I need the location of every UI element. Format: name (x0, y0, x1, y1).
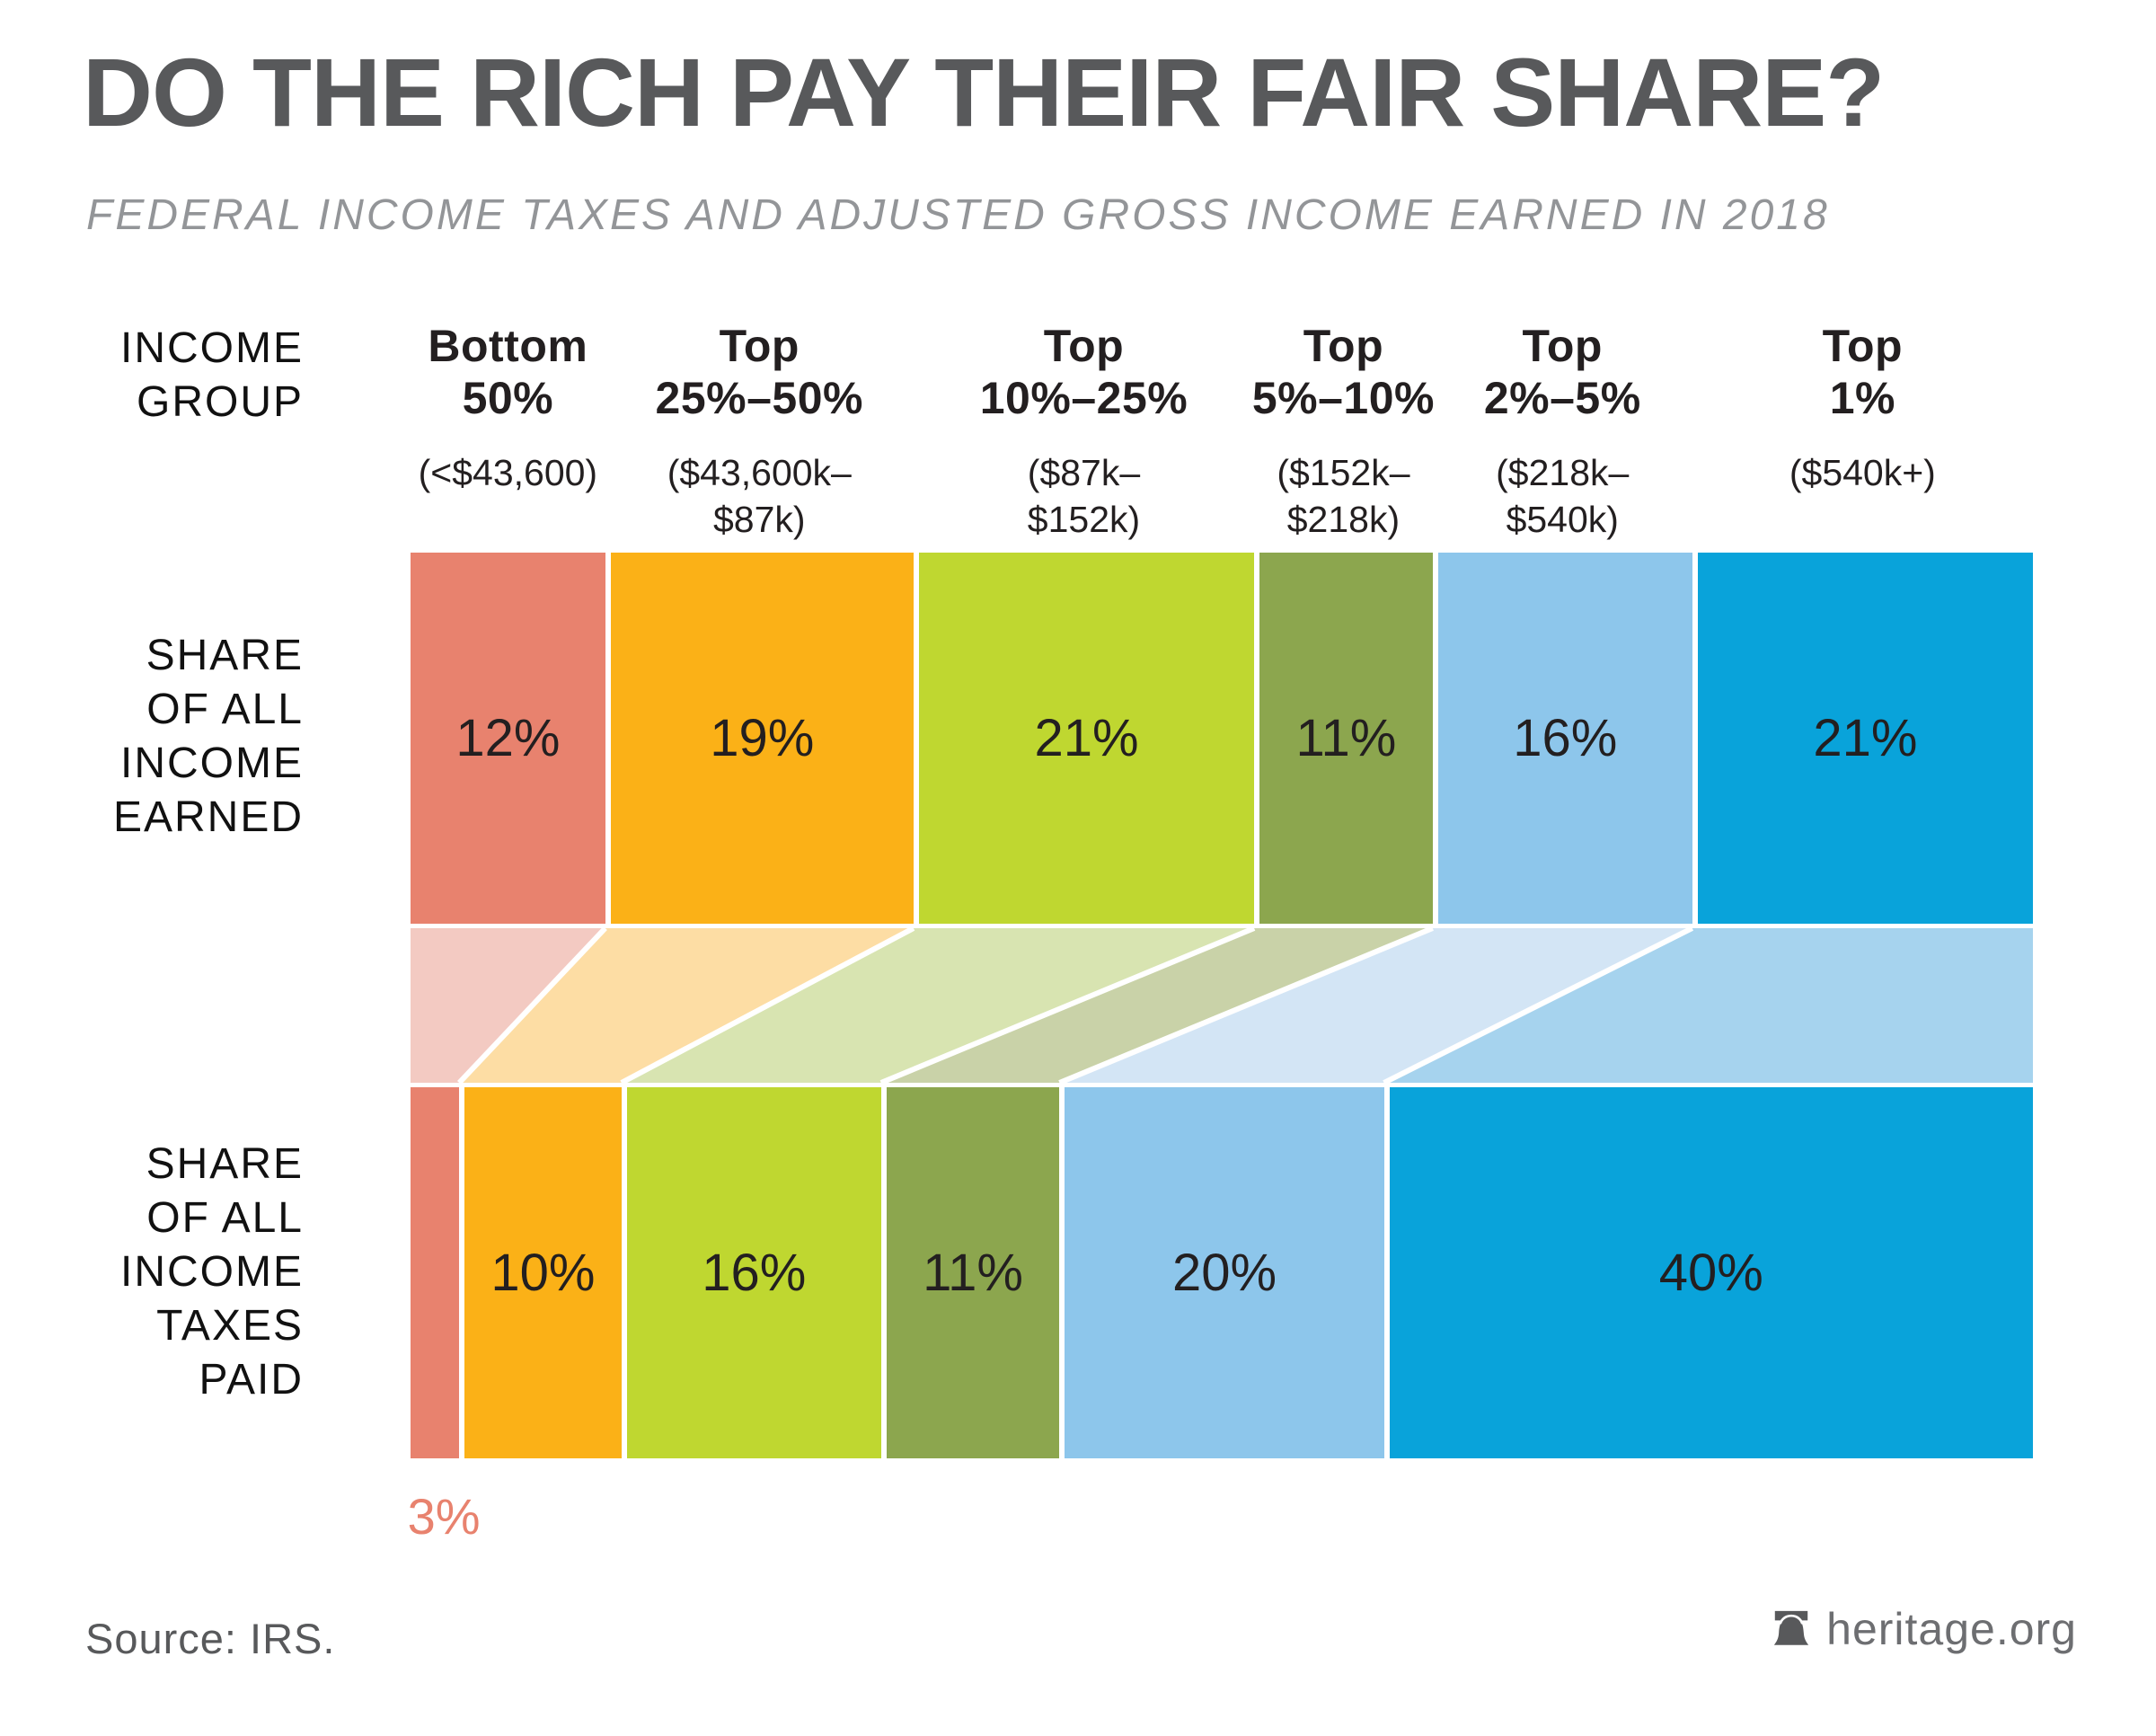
column-header-range: ($152k– $218k) (1277, 452, 1410, 540)
bar-segment-earned-4: 11% (1254, 553, 1433, 924)
column-header-4: Top 5%–10% ($152k– $218k) (1172, 320, 1514, 543)
flow-polygon-1 (411, 928, 605, 1083)
column-header-1: Bottom 50% (<$43,600) (337, 320, 678, 496)
column-header-2: Top 25%–50% ($43,600k– $87k) (588, 320, 930, 543)
flow-polygon-2 (459, 928, 914, 1083)
row-label-income-earned: SHARE OF ALL INCOME EARNED (112, 632, 304, 841)
bar-segment-value: 11% (1295, 709, 1397, 767)
flow-separator (1058, 928, 1434, 1083)
bar-row-taxes-paid: 10% 16% 11% 20% 40% (411, 1087, 2033, 1458)
column-header-label: Top 5%–10% (1251, 321, 1436, 423)
bar-segment-earned-3: 21% (913, 553, 1255, 924)
flow-polygon-3 (621, 928, 1255, 1083)
column-header-range: ($540k+) (1789, 452, 1936, 493)
flow-separator (456, 928, 607, 1083)
brand-name: heritage.org (1826, 1604, 2077, 1654)
bar-segment-earned-2: 19% (605, 553, 914, 924)
bar-segment-taxes-6: 40% (1383, 1087, 2033, 1458)
column-header-label: Top 1% (1822, 321, 1904, 423)
bar-segment-value: 21% (1034, 709, 1139, 767)
income-group-label: INCOME GROUP (120, 324, 304, 426)
flow-polygon-4 (880, 928, 1433, 1083)
outside-segment-value: 3% (407, 1488, 481, 1545)
column-header-6: Top 1% ($540k+) (1692, 320, 2033, 496)
bar-segment-taxes-3: 16% (621, 1087, 881, 1458)
bar-segment-value: 12% (455, 709, 561, 767)
column-header-5: Top 2%–5% ($218k– $540k) (1392, 320, 1733, 543)
column-header-3: Top 10%–25% ($87k– $152k) (913, 320, 1254, 543)
bar-segment-value: 40% (1658, 1244, 1763, 1302)
column-header-label: Top 25%–50% (655, 321, 864, 423)
column-header-range: (<$43,600) (418, 452, 598, 493)
row-label-taxes-paid: SHARE OF ALL INCOME TAXES PAID (120, 1140, 304, 1404)
flow-band (411, 928, 2033, 1083)
bar-segment-value: 21% (1813, 709, 1918, 767)
flow-polygon-5 (1059, 928, 1692, 1083)
flow-separator (1383, 928, 1694, 1083)
page-title: DO THE RICH PAY THEIR FAIR SHARE? (83, 38, 1885, 146)
flow-polygon-6 (1383, 928, 2033, 1083)
flow-separator (620, 928, 915, 1083)
column-header-range: ($87k– $152k) (1027, 452, 1141, 540)
bar-segment-taxes-4: 11% (880, 1087, 1060, 1458)
brand: heritage.org (1771, 1603, 2077, 1655)
bar-segment-value: 11% (923, 1244, 1023, 1302)
source-note: Source: IRS. (85, 1615, 336, 1662)
bar-segment-value: 16% (702, 1244, 807, 1302)
bar-segment-value: 20% (1171, 1244, 1277, 1302)
bar-segment-earned-6: 21% (1692, 553, 2033, 924)
column-header-label: Top 2%–5% (1483, 321, 1641, 423)
bar-segment-value: 16% (1513, 709, 1618, 767)
flow-separator (879, 928, 1256, 1083)
column-header-range: ($218k– $540k) (1496, 452, 1630, 540)
column-headers: Bottom 50% (<$43,600) Top 25%–50% ($43,600k… (411, 320, 2033, 549)
bar-segment-taxes-5: 20% (1059, 1087, 1384, 1458)
bar-segment-taxes-2: 10% (459, 1087, 622, 1458)
bar-segment-value: 19% (710, 709, 815, 767)
liberty-bell-icon (1771, 1608, 1812, 1650)
bar-segment-earned-1: 12% (411, 553, 605, 924)
bar-segment-taxes-1 (411, 1087, 460, 1458)
bar-row-income-earned: 12% 19% 21% 11% 16% 21% (411, 553, 2033, 924)
page-subtitle: FEDERAL INCOME TAXES AND ADJUSTED GROSS … (86, 191, 1830, 239)
column-header-range: ($43,600k– $87k) (667, 452, 852, 540)
bar-segment-earned-5: 16% (1432, 553, 1692, 924)
column-header-label: Top 10%–25% (979, 321, 1188, 423)
bar-segment-value: 10% (490, 1244, 596, 1302)
column-header-label: Bottom 50% (428, 321, 588, 423)
